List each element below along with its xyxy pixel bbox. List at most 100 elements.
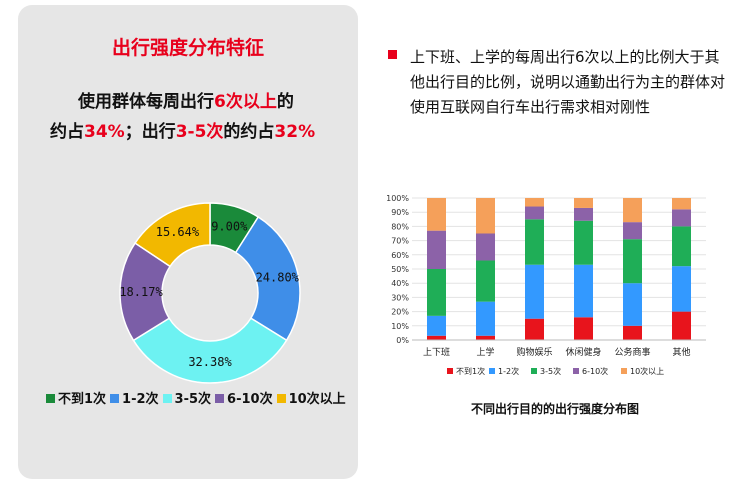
bar-segment — [574, 198, 593, 208]
bar-chart-caption: 不同出行目的的出行强度分布图 — [470, 402, 639, 416]
bar-segment — [574, 264, 593, 318]
pie-legend-label: 10次以上 — [288, 392, 346, 407]
pie-legend-label: 1-2次 — [122, 392, 159, 407]
summary-text-part: 约占 — [50, 122, 84, 142]
bar-segment — [672, 266, 691, 312]
y-tick-label: 0% — [396, 336, 409, 345]
legend-swatch-icon — [162, 394, 172, 403]
pie-legend-item: 6-10次 — [215, 388, 273, 407]
summary-text-part: 的约占 — [223, 122, 275, 142]
bar-legend-swatch — [447, 368, 453, 374]
stacked-bar-chart: 0% 10% 20% 30% 40% 50% 60% 70% 80% 90% 100% 上下班 上学 购物… — [386, 194, 706, 376]
panel-title: 出行强度分布特征 — [111, 37, 264, 59]
summary-line-1: 使用群体每周出行6次以上的 — [50, 87, 350, 117]
legend-swatch-icon — [46, 394, 55, 403]
bar-legend-swatch — [621, 368, 627, 374]
bar-segment — [574, 207, 593, 221]
y-tick-label: 60% — [391, 251, 409, 260]
x-category-label: 公务商事 — [614, 346, 650, 358]
donut-chart: 9.00% 24.80% 32.38% 18.17% 15.64% — [119, 202, 301, 384]
summary-text-part: 的 — [276, 92, 294, 112]
bar-legend-label: 10次以上 — [630, 366, 664, 376]
donut-slice-label: 24.80% — [256, 271, 300, 285]
bar-segment — [427, 269, 446, 316]
bar-legend-label: 6-10次 — [582, 366, 608, 376]
legend-swatch-icon — [276, 394, 286, 403]
bar-segment — [672, 209, 691, 227]
bar-segment — [672, 226, 691, 267]
bar-segment — [476, 301, 495, 336]
summary-text-part: 使用群体每周出行 — [78, 92, 214, 112]
pie-legend-label: 6-10次 — [227, 392, 273, 407]
pie-legend-item: 10次以上 — [276, 388, 346, 407]
pie-legend: 不到1次 1-2次 3-5次 6-10次 10次以上 — [46, 388, 350, 407]
donut-slice-label: 32.38% — [188, 355, 232, 369]
donut-slice-label: 9.00% — [211, 220, 248, 234]
y-tick-label: 70% — [391, 237, 409, 246]
bar-segment — [623, 239, 642, 284]
donut-slice — [134, 202, 211, 268]
bar-legend-swatch — [573, 368, 579, 374]
bar-segment — [525, 198, 544, 207]
summary-text: 使用群体每周出行6次以上的 约占34%；出行3-5次的约占32% — [50, 87, 350, 147]
bar-segment — [574, 220, 593, 265]
bar-legend-label: 1-2次 — [498, 366, 519, 376]
bar-segment — [525, 318, 544, 340]
bar-segment — [427, 315, 446, 336]
bar-segment — [427, 335, 446, 340]
bar-segment — [672, 198, 691, 210]
pie-legend-item: 1-2次 — [110, 388, 159, 407]
description-block: 上下班、上学的每周出行6次以上的比例大于其他出行目的比例，说明以通勤出行为主的群… — [388, 45, 728, 120]
x-category-label: 其他 — [672, 346, 690, 358]
bar-segment — [623, 222, 642, 240]
bar-segment — [427, 230, 446, 269]
bar-segment — [476, 233, 495, 261]
donut-slice-label: 18.17% — [119, 285, 163, 299]
legend-swatch-icon — [215, 394, 225, 403]
y-tick-label: 30% — [391, 293, 409, 302]
bar-segment — [623, 325, 642, 340]
bar-segment — [476, 335, 495, 340]
bar-segment — [574, 317, 593, 340]
bar-segment — [623, 283, 642, 326]
summary-highlight: 3-5次 — [175, 122, 224, 142]
donut-slice — [132, 317, 288, 384]
bar-segment — [476, 198, 495, 234]
summary-highlight: 34% — [84, 122, 125, 142]
y-tick-label: 50% — [391, 265, 409, 274]
x-category-label: 购物娱乐 — [516, 346, 552, 358]
bar-legend-swatch — [531, 368, 537, 374]
x-category-label: 上下班 — [423, 346, 450, 358]
donut-slice-label: 15.64% — [156, 225, 200, 239]
bar-segment — [525, 219, 544, 265]
left-panel: 出行强度分布特征 使用群体每周出行6次以上的 约占34%；出行3-5次的约占32… — [18, 5, 358, 479]
x-category-label: 休闲健身 — [565, 346, 601, 358]
bar-legend-label: 不到1次 — [456, 366, 485, 376]
bar-segment — [427, 198, 446, 231]
x-category-label: 上学 — [476, 346, 494, 358]
bar-segment — [623, 198, 642, 223]
pie-legend-label: 3-5次 — [174, 392, 212, 407]
bar-segment — [525, 206, 544, 220]
y-tick-label: 80% — [391, 222, 409, 231]
y-tick-label: 40% — [391, 279, 409, 288]
y-tick-label: 20% — [391, 308, 409, 317]
bar-legend-label: 3-5次 — [540, 366, 561, 376]
y-tick-label: 10% — [391, 322, 409, 331]
pie-legend-item: 3-5次 — [162, 388, 212, 407]
description-text: 上下班、上学的每周出行6次以上的比例大于其他出行目的比例，说明以通勤出行为主的群… — [410, 48, 726, 116]
y-tick-label: 90% — [391, 208, 409, 217]
summary-text-part: ；出行 — [124, 122, 176, 142]
y-tick-label: 100% — [386, 194, 409, 203]
legend-swatch-icon — [110, 394, 120, 403]
bar-segment — [476, 260, 495, 302]
pie-legend-label: 不到1次 — [58, 392, 107, 407]
summary-line-2: 约占34%；出行3-5次的约占32% — [50, 117, 350, 147]
bullet-icon — [388, 50, 397, 59]
pie-legend-item: 不到1次 — [46, 388, 106, 407]
summary-highlight: 6次以上 — [214, 92, 277, 112]
summary-highlight: 32% — [274, 122, 316, 142]
donut-slice — [234, 215, 301, 342]
bar-segment — [672, 311, 691, 340]
bar-legend-swatch — [489, 368, 495, 374]
